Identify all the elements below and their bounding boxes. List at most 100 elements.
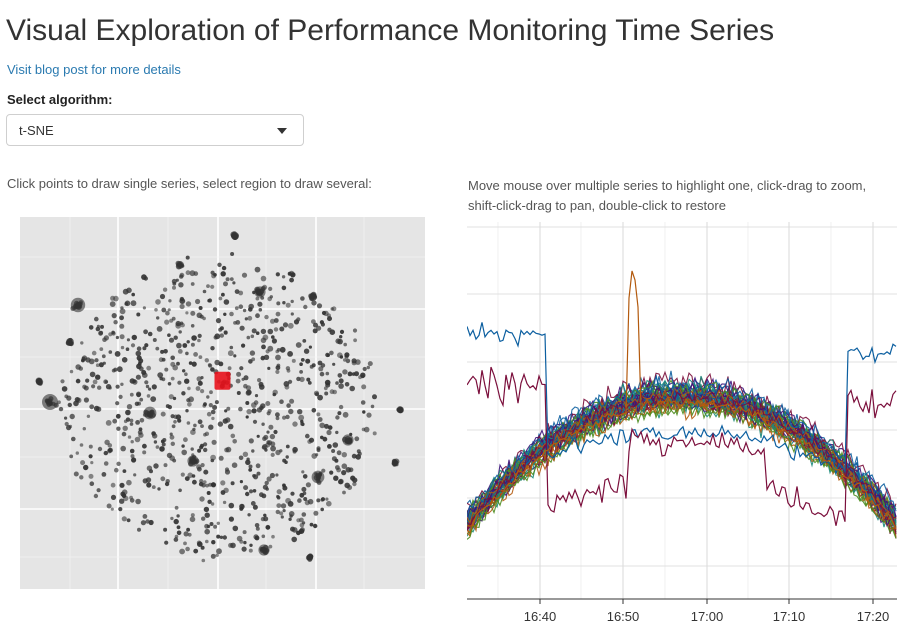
scatter-point[interactable] <box>224 409 228 413</box>
scatter-point[interactable] <box>174 505 179 510</box>
scatter-point[interactable] <box>138 366 144 372</box>
scatter-point[interactable] <box>311 470 325 484</box>
scatter-point[interactable] <box>245 459 251 465</box>
scatter-point[interactable] <box>88 358 95 365</box>
scatter-point[interactable] <box>164 367 169 372</box>
scatter-point[interactable] <box>187 455 199 467</box>
scatter-point[interactable] <box>311 408 317 413</box>
scatter-point[interactable] <box>287 351 293 357</box>
scatter-point[interactable] <box>214 400 219 405</box>
scatter-point[interactable] <box>290 491 295 496</box>
timeseries-line[interactable] <box>467 270 897 530</box>
scatter-point[interactable] <box>70 297 86 313</box>
scatter-point[interactable] <box>170 355 175 361</box>
scatter-point[interactable] <box>269 433 276 440</box>
scatter-point[interactable] <box>119 315 124 321</box>
scatter-point[interactable] <box>289 398 295 404</box>
scatter-point[interactable] <box>228 542 234 548</box>
scatter-point[interactable] <box>361 384 367 390</box>
scatter-point[interactable] <box>187 402 192 407</box>
scatter-point[interactable] <box>322 436 328 442</box>
scatter-point[interactable] <box>352 477 358 483</box>
scatter-point[interactable] <box>200 463 205 468</box>
scatter-point[interactable] <box>178 330 182 334</box>
scatter-point[interactable] <box>42 394 58 410</box>
scatter-point[interactable] <box>249 543 253 547</box>
scatter-point[interactable] <box>123 419 128 424</box>
scatter-point[interactable] <box>275 349 279 354</box>
scatter-point[interactable] <box>122 288 129 295</box>
scatter-point[interactable] <box>201 516 206 521</box>
scatter-point[interactable] <box>258 308 263 312</box>
scatter-point[interactable] <box>203 506 210 513</box>
scatter-point[interactable] <box>146 482 152 488</box>
scatter-point[interactable] <box>244 317 248 321</box>
scatter-point[interactable] <box>262 484 268 490</box>
scatter-point[interactable] <box>196 376 202 382</box>
scatter-point[interactable] <box>105 420 112 426</box>
scatter-point[interactable] <box>205 483 210 488</box>
scatter-point[interactable] <box>116 366 123 373</box>
scatter-point[interactable] <box>197 419 203 425</box>
scatter-point[interactable] <box>157 487 161 491</box>
scatter-point[interactable] <box>254 286 266 298</box>
scatter-point[interactable] <box>236 371 242 377</box>
scatter-point[interactable] <box>258 544 270 556</box>
scatter-point[interactable] <box>285 302 291 308</box>
scatter-point[interactable] <box>352 481 357 487</box>
scatter-point[interactable] <box>275 412 280 418</box>
scatter-point[interactable] <box>182 343 188 348</box>
scatter-point[interactable] <box>173 518 179 525</box>
scatter-point[interactable] <box>217 262 222 267</box>
scatter-point[interactable] <box>197 466 202 472</box>
scatter-point[interactable] <box>183 541 187 546</box>
scatter-point[interactable] <box>204 528 210 535</box>
scatter-point[interactable] <box>152 338 157 342</box>
scatter-point[interactable] <box>115 401 120 406</box>
scatter-point[interactable] <box>318 366 324 372</box>
scatter-point[interactable] <box>146 394 151 398</box>
scatter-point[interactable] <box>342 369 348 375</box>
scatter-point[interactable] <box>69 454 74 459</box>
scatter-point[interactable] <box>90 461 94 465</box>
scatter-point[interactable] <box>119 308 126 315</box>
scatter-point[interactable] <box>197 448 202 453</box>
scatter-point[interactable] <box>335 381 339 385</box>
scatter-point[interactable] <box>145 519 150 524</box>
scatter-point[interactable] <box>210 553 216 559</box>
scatter-point[interactable] <box>233 354 237 358</box>
scatter-point[interactable] <box>334 458 339 463</box>
scatter-point[interactable] <box>332 389 338 395</box>
scatter-point[interactable] <box>298 530 303 534</box>
scatter-point[interactable] <box>329 329 336 335</box>
scatter-point[interactable] <box>155 445 160 449</box>
scatter-point[interactable] <box>243 375 249 381</box>
scatter-point[interactable] <box>336 450 342 456</box>
scatter-point[interactable] <box>234 306 239 311</box>
scatter-point[interactable] <box>113 320 118 325</box>
scatter-point[interactable] <box>329 350 334 356</box>
scatter-point[interactable] <box>184 372 188 376</box>
scatter-point[interactable] <box>178 488 182 493</box>
scatter-point[interactable] <box>151 485 156 489</box>
scatter-point[interactable] <box>268 424 274 430</box>
scatter-point[interactable] <box>145 477 152 483</box>
scatter-point[interactable] <box>183 437 188 443</box>
scatter-point[interactable] <box>396 406 404 414</box>
scatter-point[interactable] <box>182 369 186 373</box>
scatter-point[interactable] <box>210 502 215 506</box>
scatter-point[interactable] <box>268 286 273 291</box>
scatter-point[interactable] <box>176 261 184 269</box>
scatter-point[interactable] <box>204 358 209 363</box>
scatter-point[interactable] <box>344 382 350 387</box>
scatter-point[interactable] <box>99 330 104 335</box>
scatter-point[interactable] <box>326 429 332 436</box>
scatter-point[interactable] <box>245 401 250 405</box>
scatter-point[interactable] <box>209 522 214 526</box>
scatter-point[interactable] <box>238 304 244 309</box>
scatter-point[interactable] <box>80 341 84 345</box>
scatter-point[interactable] <box>169 318 174 323</box>
scatter-point[interactable] <box>271 534 275 539</box>
scatter-point[interactable] <box>254 535 260 541</box>
scatter-point[interactable] <box>193 548 199 554</box>
